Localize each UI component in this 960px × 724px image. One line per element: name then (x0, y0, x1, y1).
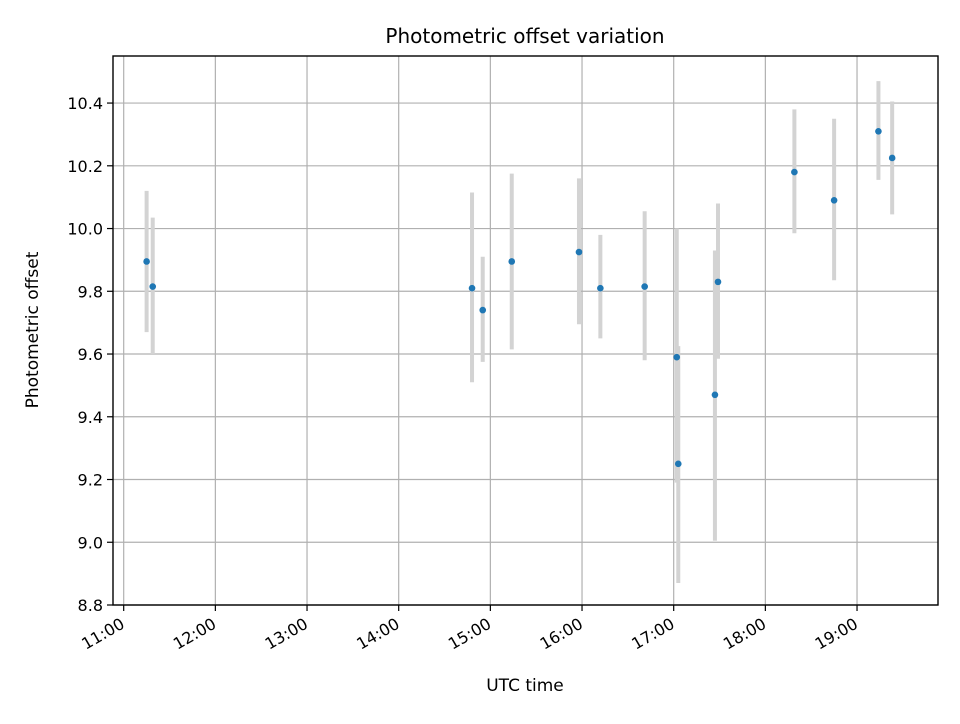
data-point (791, 168, 798, 176)
data-point (673, 353, 681, 361)
y-tick-label: 9.0 (78, 533, 103, 552)
y-tick-label: 8.8 (78, 596, 103, 615)
data-point (149, 283, 157, 290)
data-point (575, 248, 583, 256)
plot-frame (112, 55, 939, 606)
data-point (508, 258, 516, 265)
data-point (468, 284, 476, 292)
data-point (888, 154, 896, 162)
data-point (674, 460, 682, 468)
data-point (830, 197, 838, 204)
y-tick-label: 9.6 (78, 345, 103, 364)
y-tick-label: 10.0 (67, 220, 103, 239)
y-tick-label: 9.8 (78, 282, 103, 301)
y-tick-label: 10.2 (67, 157, 103, 176)
grid (113, 56, 938, 606)
data-point (714, 278, 722, 286)
data-point (641, 283, 648, 290)
x-axis-label: UTC time (486, 676, 564, 696)
y-tick-label: 10.4 (67, 94, 103, 113)
data-point (479, 306, 487, 314)
chart-title: Photometric offset variation (385, 24, 664, 48)
data-point (143, 258, 150, 265)
y-tick-label: 9.4 (78, 408, 103, 427)
y-axis: 8.8 9.0 9.2 9.4 9.6 9.8 10.0 10.2 10.4 (67, 94, 113, 615)
y-axis-label: Photometric offset (23, 251, 43, 408)
data-points (143, 127, 896, 468)
data-point (875, 127, 882, 135)
data-point (711, 391, 719, 399)
y-tick-label: 9.2 (78, 471, 103, 490)
data-point (597, 284, 604, 292)
